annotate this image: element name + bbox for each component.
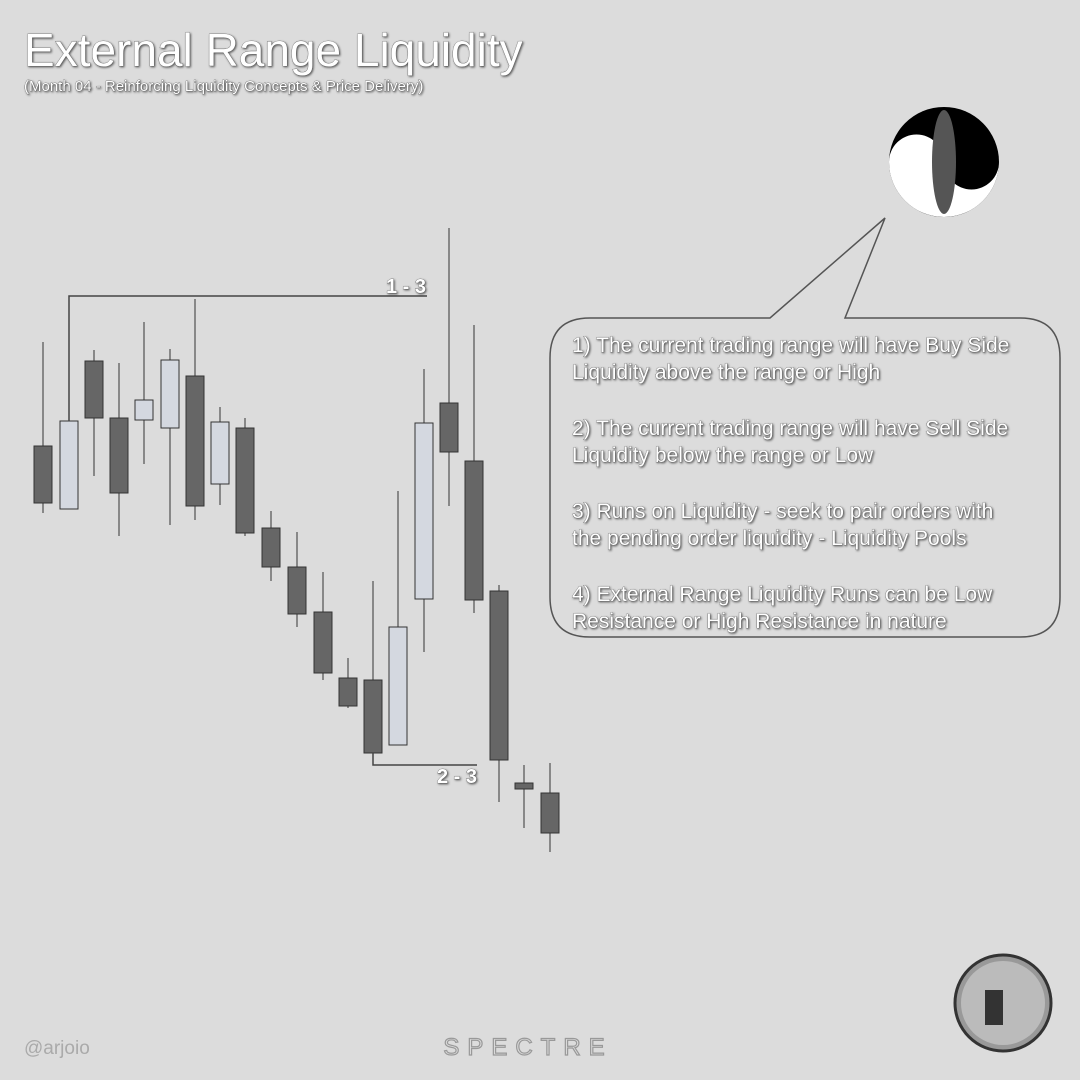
callout-line: 3) Runs on Liquidity - seek to pair orde… (572, 500, 993, 523)
candle-body (313, 611, 333, 674)
candle-body (84, 360, 104, 419)
candle-body (363, 679, 383, 754)
candle-body (540, 792, 560, 834)
callout-line: 2) The current trading range will have S… (572, 417, 1008, 440)
candle-body (185, 375, 205, 507)
candle-body (160, 359, 180, 429)
candle-body (464, 460, 484, 601)
callout-text: 1) The current trading range will have B… (572, 334, 1010, 634)
subtitle: (Month 04 - Reinforcing Liquidity Concep… (24, 78, 423, 95)
candle-body (210, 421, 230, 485)
callout-line: Liquidity above the range or High (572, 361, 880, 384)
callout-line: 4) External Range Liquidity Runs can be … (572, 583, 993, 606)
candle-body (59, 420, 79, 510)
candle-body (338, 677, 358, 707)
callout-bubble (549, 217, 1061, 638)
range-high-label: 1 - 3 (386, 276, 426, 298)
title: External Range Liquidity (24, 24, 523, 76)
handle: @arjoio (24, 1038, 90, 1059)
candle-body (261, 527, 281, 568)
candle-body (414, 422, 434, 600)
photo-figure (985, 990, 1003, 1025)
candles (33, 228, 560, 852)
callout-line: the pending order liquidity - Liquidity … (572, 527, 967, 550)
candle-body (514, 782, 534, 790)
range-high-line (68, 295, 427, 421)
brand: SPECTRE (443, 1034, 612, 1061)
callout-line: Liquidity below the range or Low (572, 444, 874, 467)
range-low-line (372, 753, 477, 766)
candle-body (489, 590, 509, 761)
callout-line: 1) The current trading range will have B… (572, 334, 1009, 357)
range-low-label: 2 - 3 (437, 766, 477, 788)
candle-body (33, 445, 53, 504)
logo-chain (932, 110, 956, 214)
candle-body (134, 399, 154, 421)
candle-body (235, 427, 255, 534)
candle-body (109, 417, 129, 494)
candle-body (439, 402, 459, 453)
candle-body (287, 566, 307, 615)
candle-body (388, 626, 408, 746)
callout-line: Resistance or High Resistance in nature (572, 610, 947, 633)
